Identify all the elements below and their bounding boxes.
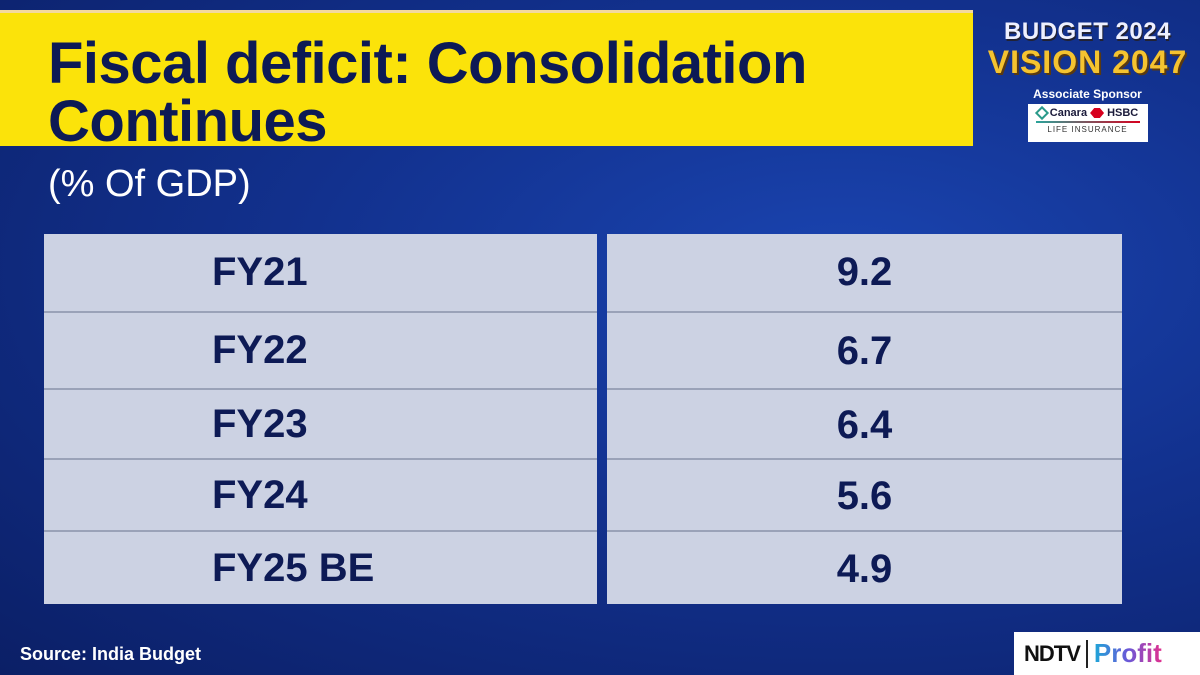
value-cell: 6.4 xyxy=(836,402,893,447)
table-row: 4.9 xyxy=(607,530,1122,606)
year-cell: FY23 xyxy=(212,401,308,446)
sponsor-name-2: HSBC xyxy=(1107,107,1139,119)
sponsor-name-1: Canara xyxy=(1049,107,1088,119)
title-line-1: Fiscal deficit: Consolidation xyxy=(48,31,807,96)
canara-logo-icon xyxy=(1034,105,1049,121)
value-cell: 4.9 xyxy=(836,546,893,591)
year-cell: FY22 xyxy=(212,328,308,372)
sponsor-line: LIFE INSURANCE xyxy=(1047,125,1128,134)
ndtv-wordmark: NDTV xyxy=(1024,640,1081,666)
ndtv-profit-logo: NDTV Profit xyxy=(1014,632,1200,675)
associate-sponsor-label: Associate Sponsor xyxy=(1033,87,1142,101)
year-cell: FY21 xyxy=(212,250,308,294)
title-line-2: Continues xyxy=(48,89,328,154)
title-banner: Fiscal deficit: Consolidation Continues xyxy=(0,10,973,151)
value-column: 9.2 6.7 6.4 5.6 4.9 xyxy=(607,234,1122,604)
sponsor-divider xyxy=(1035,121,1140,123)
source-note: Source: India Budget xyxy=(20,644,202,664)
logo-divider xyxy=(1085,639,1088,668)
sponsor-logo: Canara HSBC LIFE INSURANCE xyxy=(1027,104,1148,142)
table-row: FY23 xyxy=(44,388,597,458)
vision-label: VISION 2047 xyxy=(987,44,1188,80)
value-cell: 5.6 xyxy=(836,473,893,518)
budget-label: BUDGET 2024 xyxy=(1004,18,1171,45)
table-row: FY25 BE xyxy=(44,530,597,604)
budget-branding: BUDGET 2024 VISION 2047 Associate Sponso… xyxy=(975,18,1200,142)
value-cell: 9.2 xyxy=(836,250,893,294)
hsbc-logo-icon xyxy=(1090,108,1105,118)
table-row: 5.6 xyxy=(607,458,1122,532)
table-row: 6.7 xyxy=(607,311,1122,390)
table-row: FY21 xyxy=(44,234,597,311)
table-row: 6.4 xyxy=(607,388,1122,460)
subtitle: (% Of GDP) xyxy=(48,163,251,205)
year-column: FY21 FY22 FY23 FY24 FY25 BE xyxy=(44,234,597,604)
year-cell: FY25 BE xyxy=(212,545,375,590)
table-row: FY24 xyxy=(44,458,597,530)
table-row: FY22 xyxy=(44,311,597,388)
year-cell: FY24 xyxy=(212,472,308,517)
value-cell: 6.7 xyxy=(836,329,893,373)
profit-wordmark: Profit xyxy=(1093,638,1162,668)
table-row: 9.2 xyxy=(607,234,1122,311)
